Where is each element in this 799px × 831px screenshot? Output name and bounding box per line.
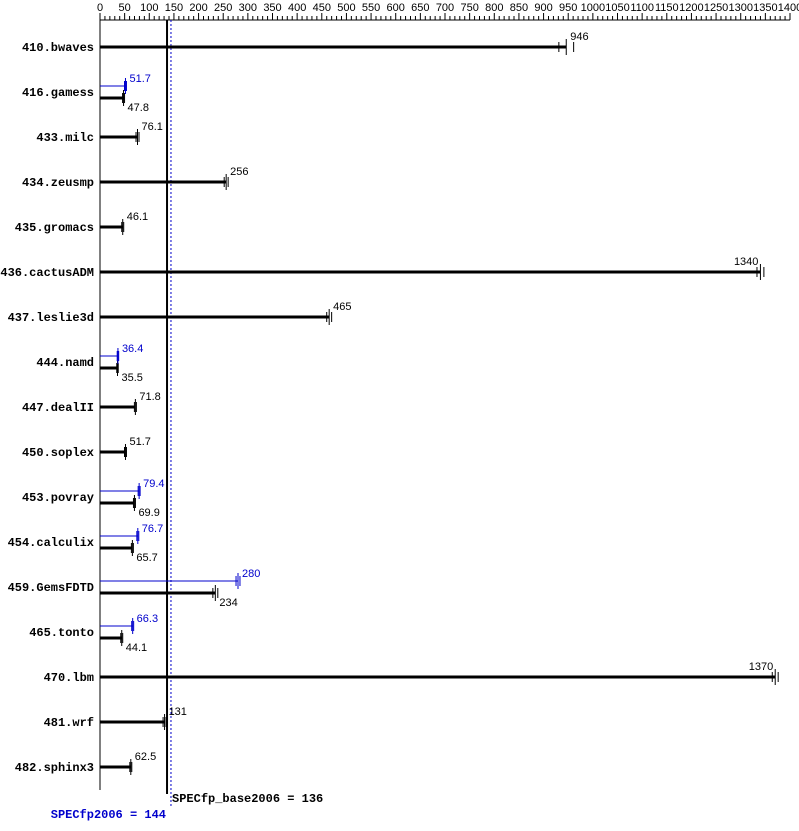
axis-tick-label: 1000: [581, 2, 605, 14]
axis-tick-label: 1250: [704, 2, 728, 14]
base-value-label: 256: [230, 166, 248, 178]
base-value-label: 51.7: [129, 436, 150, 448]
benchmark-label: 433.milc: [36, 131, 94, 145]
base-value-label: 946: [570, 31, 588, 43]
axis-tick-label: 700: [436, 2, 454, 14]
axis-tick-label: 600: [387, 2, 405, 14]
base-value-label: 71.8: [139, 391, 160, 403]
axis-tick-label: 750: [460, 2, 478, 14]
base-value-label: 44.1: [126, 642, 147, 654]
peak-value-label: 66.3: [137, 613, 158, 625]
benchmark-label: 465.tonto: [29, 626, 94, 640]
benchmark-label: 459.GemsFDTD: [8, 581, 94, 595]
benchmark-label: 447.dealII: [22, 401, 94, 415]
benchmark-label: 435.gromacs: [15, 221, 94, 235]
axis-tick-label: 650: [411, 2, 429, 14]
base-value-label: 47.8: [128, 102, 149, 114]
benchmark-label: 416.gamess: [22, 86, 94, 100]
base-value-label: 76.1: [142, 121, 163, 133]
axis-tick-label: 1300: [728, 2, 752, 14]
axis-tick-label: 200: [189, 2, 207, 14]
benchmark-label: 454.calculix: [8, 536, 94, 550]
base-value-label: 1370: [749, 661, 773, 673]
peak-value-label: 79.4: [143, 478, 164, 490]
axis-tick-label: 250: [214, 2, 232, 14]
peak-value-label: 280: [242, 568, 260, 580]
base-value-label: 1340: [734, 256, 758, 268]
axis-tick-label: 800: [485, 2, 503, 14]
axis-tick-label: 50: [119, 2, 131, 14]
ref-base-label: SPECfp_base2006 = 136: [172, 792, 323, 806]
axis-tick-label: 1200: [679, 2, 703, 14]
benchmark-label: 444.namd: [36, 356, 94, 370]
axis-tick-label: 400: [288, 2, 306, 14]
base-value-label: 35.5: [121, 372, 142, 384]
axis-tick-label: 150: [165, 2, 183, 14]
axis-tick-label: 1350: [753, 2, 777, 14]
base-value-label: 131: [169, 706, 187, 718]
base-value-label: 234: [219, 597, 237, 609]
peak-value-label: 36.4: [122, 343, 143, 355]
base-value-label: 62.5: [135, 751, 156, 763]
benchmark-label: 434.zeusmp: [22, 176, 94, 190]
benchmark-label: 410.bwaves: [22, 41, 94, 55]
benchmark-label: 436.cactusADM: [0, 266, 94, 280]
benchmark-label: 450.soplex: [22, 446, 94, 460]
axis-tick-label: 450: [313, 2, 331, 14]
axis-tick-label: 1100: [630, 2, 654, 14]
axis-tick-label: 1400: [778, 2, 799, 14]
base-value-label: 65.7: [136, 552, 157, 564]
axis-tick-label: 0: [97, 2, 103, 14]
specfp-chart: 0 50 100 150 200 250 300 350 400 450 500 550 600 650 7…: [0, 0, 799, 831]
benchmark-label: 482.sphinx3: [15, 761, 94, 775]
ref-peak-label: SPECfp2006 = 144: [51, 808, 166, 822]
base-value-label: 46.1: [127, 211, 148, 223]
axis-tick-label: 950: [559, 2, 577, 14]
axis-tick-label: 100: [140, 2, 158, 14]
benchmark-label: 470.lbm: [44, 671, 94, 685]
benchmark-label: 453.povray: [22, 491, 94, 505]
axis-tick-label: 300: [239, 2, 257, 14]
benchmark-label: 481.wrf: [44, 716, 94, 730]
peak-value-label: 51.7: [129, 73, 150, 85]
axis-tick-label: 1150: [655, 2, 679, 14]
axis-tick-label: 1050: [605, 2, 629, 14]
axis-tick-label: 900: [534, 2, 552, 14]
benchmark-label: 437.leslie3d: [8, 311, 94, 325]
axis-tick-label: 350: [263, 2, 281, 14]
axis-tick-label: 500: [337, 2, 355, 14]
axis-tick-label: 550: [362, 2, 380, 14]
base-value-label: 69.9: [138, 507, 159, 519]
axis-tick-label: 850: [510, 2, 528, 14]
peak-value-label: 76.7: [142, 523, 163, 535]
base-value-label: 465: [333, 301, 351, 313]
